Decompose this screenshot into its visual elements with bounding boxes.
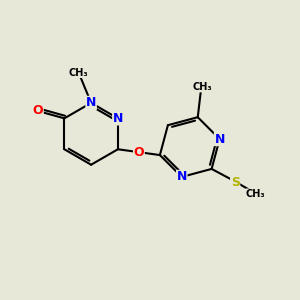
Text: CH₃: CH₃ <box>192 82 212 92</box>
Text: O: O <box>134 146 144 159</box>
Text: S: S <box>231 176 240 189</box>
Text: N: N <box>177 170 187 183</box>
Text: O: O <box>32 104 43 118</box>
Text: CH₃: CH₃ <box>68 68 88 78</box>
Text: N: N <box>113 112 123 125</box>
Text: N: N <box>86 96 96 110</box>
Text: N: N <box>214 133 225 146</box>
Text: CH₃: CH₃ <box>246 189 266 199</box>
